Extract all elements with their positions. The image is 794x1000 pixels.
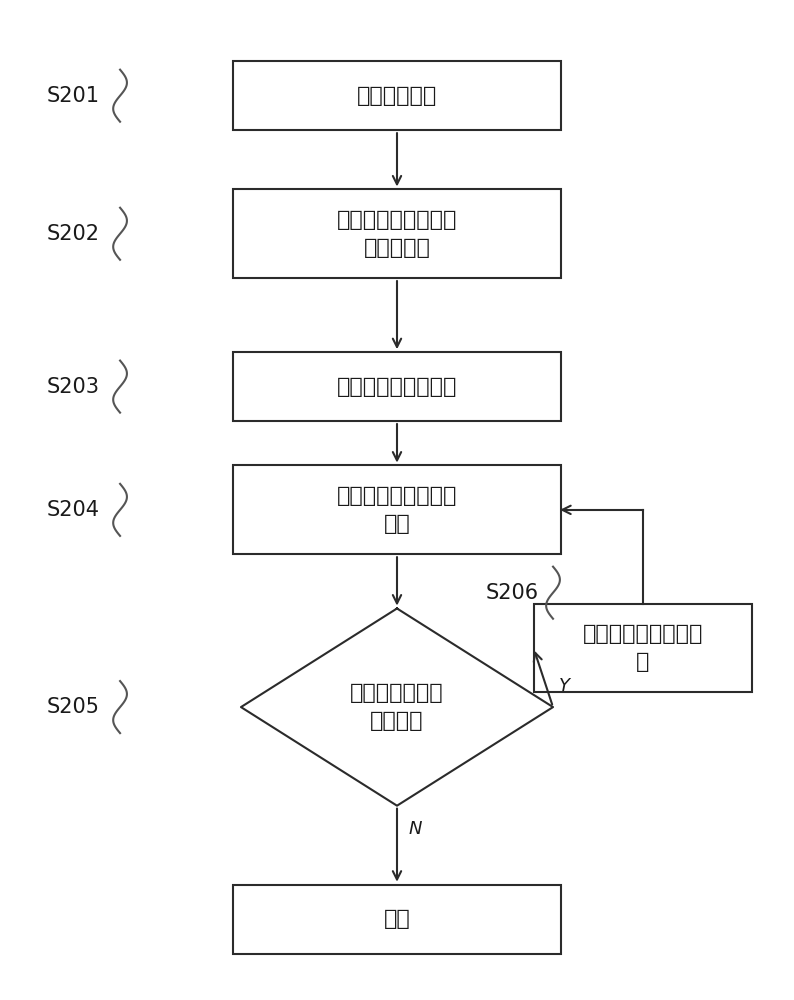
Text: S204: S204 [47, 500, 100, 520]
Text: S205: S205 [47, 697, 100, 717]
Bar [233, 189, 561, 278]
Text: 整理井柱数据: 整理井柱数据 [357, 86, 437, 106]
Text: 结束: 结束 [384, 909, 410, 929]
Text: S203: S203 [47, 377, 100, 397]
Text: Y: Y [559, 677, 570, 695]
Text: 进行井的分析研
究并成图: 进行井的分析研 究并成图 [350, 683, 444, 731]
Bar [233, 465, 561, 554]
Bar [233, 61, 561, 130]
Text: 输入新的操作交互要
求: 输入新的操作交互要 求 [583, 624, 703, 672]
Bar [233, 352, 561, 421]
Text: S202: S202 [47, 224, 100, 244]
Text: S201: S201 [47, 86, 100, 106]
Text: 进行交互操作并联动
显示: 进行交互操作并联动 显示 [337, 486, 457, 534]
Bar [534, 604, 752, 692]
Text: 生成井柱的三个视图: 生成井柱的三个视图 [337, 377, 457, 397]
Bar [233, 885, 561, 954]
Text: S206: S206 [486, 583, 539, 603]
Text: N: N [409, 820, 422, 838]
Text: 设置投影剖面及井柱
各道的参数: 设置投影剖面及井柱 各道的参数 [337, 210, 457, 258]
